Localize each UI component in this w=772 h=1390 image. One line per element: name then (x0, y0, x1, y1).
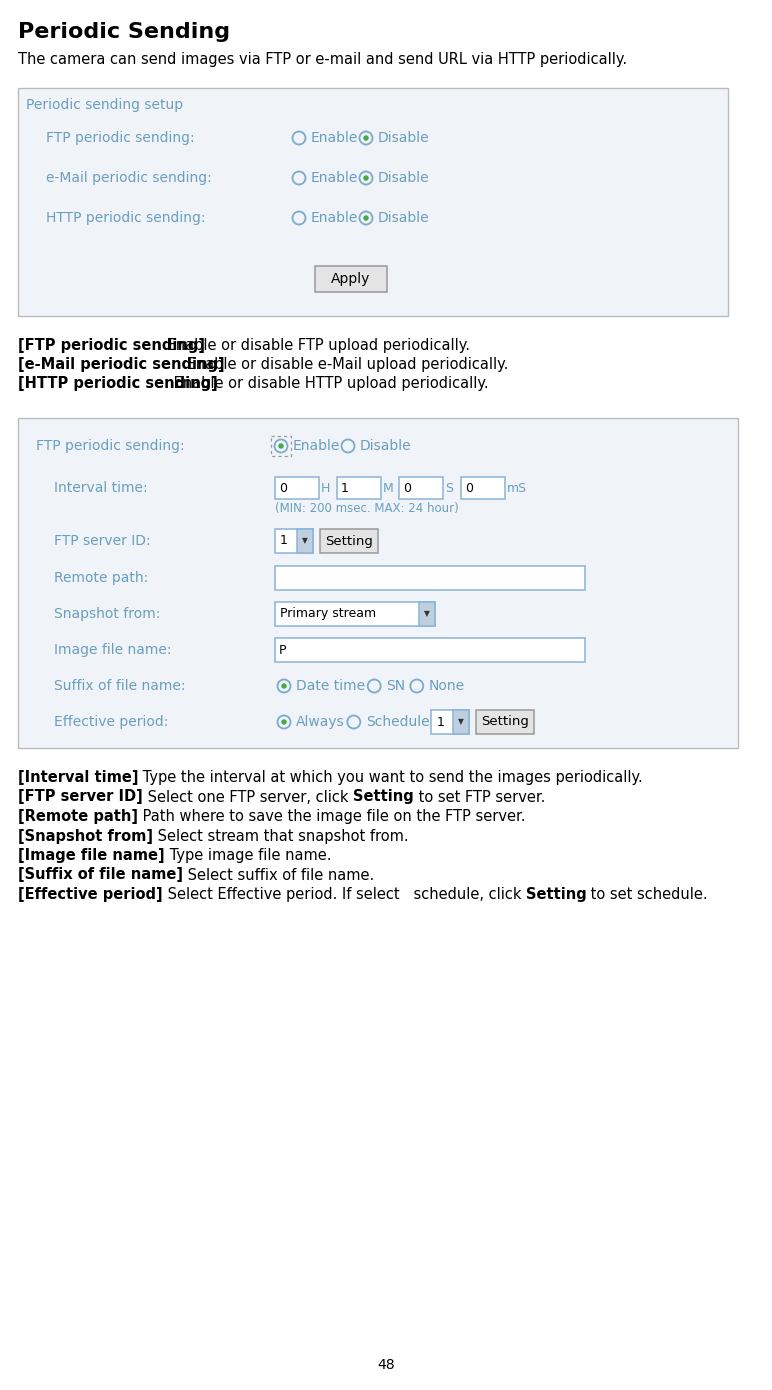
Text: The camera can send images via FTP or e-mail and send URL via HTTP periodically.: The camera can send images via FTP or e-… (18, 51, 627, 67)
Circle shape (281, 719, 286, 724)
Text: 1: 1 (341, 481, 349, 495)
Text: Disable: Disable (360, 439, 411, 453)
Text: SN: SN (386, 678, 405, 694)
Text: Enable: Enable (311, 171, 358, 185)
FancyBboxPatch shape (320, 530, 378, 553)
Text: Select Effective period. If select   schedule, click: Select Effective period. If select sched… (163, 887, 526, 902)
Text: [HTTP periodic sending]: [HTTP periodic sending] (18, 377, 218, 391)
Text: Setting: Setting (526, 887, 587, 902)
FancyBboxPatch shape (275, 602, 435, 626)
FancyBboxPatch shape (275, 530, 313, 553)
Circle shape (364, 135, 369, 140)
Text: Remote path:: Remote path: (54, 571, 148, 585)
FancyBboxPatch shape (453, 710, 469, 734)
Text: Enable or disable e-Mail upload periodically.: Enable or disable e-Mail upload periodic… (181, 357, 508, 373)
FancyBboxPatch shape (275, 638, 585, 662)
FancyBboxPatch shape (337, 477, 381, 499)
Text: Disable: Disable (378, 131, 430, 145)
FancyBboxPatch shape (399, 477, 443, 499)
FancyBboxPatch shape (419, 602, 435, 626)
Text: S: S (445, 481, 453, 495)
Text: [e-Mail periodic sending] Enable or disable e-Mail upload periodically.: [e-Mail periodic sending] Enable or disa… (18, 357, 527, 373)
Text: to set schedule.: to set schedule. (587, 887, 708, 902)
Text: Type image file name.: Type image file name. (164, 848, 331, 863)
Text: Suffix of file name:: Suffix of file name: (54, 678, 185, 694)
Text: Interval time:: Interval time: (54, 481, 147, 495)
Text: Snapshot from:: Snapshot from: (54, 607, 161, 621)
Text: Select stream that snapshot from.: Select stream that snapshot from. (153, 828, 408, 844)
Text: Enable: Enable (311, 131, 358, 145)
Text: Apply: Apply (331, 272, 371, 286)
Text: Enable or disable FTP upload periodically.: Enable or disable FTP upload periodicall… (162, 338, 470, 353)
Text: Setting: Setting (481, 716, 529, 728)
Text: [Suffix of file name]: [Suffix of file name] (18, 867, 183, 883)
FancyBboxPatch shape (315, 265, 387, 292)
Text: Enable: Enable (293, 439, 340, 453)
Text: Select suffix of file name.: Select suffix of file name. (183, 867, 374, 883)
Text: ▼: ▼ (459, 717, 464, 727)
FancyBboxPatch shape (275, 477, 319, 499)
Text: to set FTP server.: to set FTP server. (414, 790, 545, 805)
Circle shape (281, 684, 286, 688)
Text: [Remote path]: [Remote path] (18, 809, 138, 824)
Text: [Interval time]: [Interval time] (18, 770, 138, 785)
Text: FTP server ID:: FTP server ID: (54, 534, 151, 548)
Text: 1: 1 (280, 535, 288, 548)
Text: Path where to save the image file on the FTP server.: Path where to save the image file on the… (138, 809, 526, 824)
Text: FTP periodic sending:: FTP periodic sending: (36, 439, 185, 453)
Text: [Image file name]: [Image file name] (18, 848, 164, 863)
Text: [FTP periodic sending] Enable or disable FTP upload periodically.: [FTP periodic sending] Enable or disable… (18, 338, 489, 353)
Text: [FTP periodic sending]: [FTP periodic sending] (18, 338, 205, 353)
Text: (MIN: 200 msec. MAX: 24 hour): (MIN: 200 msec. MAX: 24 hour) (275, 502, 459, 516)
FancyBboxPatch shape (476, 710, 534, 734)
Text: Select one FTP server, click: Select one FTP server, click (143, 790, 353, 805)
FancyBboxPatch shape (18, 418, 738, 748)
Text: 0: 0 (403, 481, 411, 495)
Text: Enable or disable HTTP upload periodically.: Enable or disable HTTP upload periodical… (168, 377, 488, 391)
Text: Disable: Disable (378, 171, 430, 185)
Text: [Effective period]: [Effective period] (18, 887, 163, 902)
Text: Always: Always (296, 714, 345, 728)
Text: Enable: Enable (311, 211, 358, 225)
FancyBboxPatch shape (275, 566, 585, 589)
Text: 0: 0 (279, 481, 287, 495)
Text: 0: 0 (465, 481, 473, 495)
Text: Periodic sending setup: Periodic sending setup (26, 99, 183, 113)
Circle shape (364, 215, 369, 221)
Text: Disable: Disable (378, 211, 430, 225)
Text: Effective period:: Effective period: (54, 714, 168, 728)
Text: 1: 1 (436, 716, 444, 728)
Text: M: M (383, 481, 394, 495)
Text: FTP periodic sending:: FTP periodic sending: (46, 131, 195, 145)
Text: 48: 48 (378, 1358, 394, 1372)
Text: ▼: ▼ (302, 537, 308, 545)
FancyBboxPatch shape (297, 530, 313, 553)
Text: [e-Mail periodic sending]: [e-Mail periodic sending] (18, 357, 225, 373)
Text: H: H (321, 481, 330, 495)
Text: [HTTP periodic sending] Enable or disable HTTP upload periodically.: [HTTP periodic sending] Enable or disabl… (18, 377, 513, 391)
Text: Image file name:: Image file name: (54, 644, 171, 657)
Text: Setting: Setting (325, 535, 373, 548)
Text: Date time: Date time (296, 678, 365, 694)
Text: Primary stream: Primary stream (280, 607, 376, 620)
Text: Schedule: Schedule (366, 714, 429, 728)
Text: Periodic Sending: Periodic Sending (18, 22, 230, 42)
FancyBboxPatch shape (18, 88, 728, 316)
Text: ▼: ▼ (424, 609, 430, 619)
Text: None: None (428, 678, 465, 694)
Circle shape (278, 443, 284, 449)
Text: P: P (279, 644, 286, 656)
Text: Type the interval at which you want to send the images periodically.: Type the interval at which you want to s… (138, 770, 643, 785)
Text: Setting: Setting (353, 790, 414, 805)
Text: e-Mail periodic sending:: e-Mail periodic sending: (46, 171, 212, 185)
FancyBboxPatch shape (432, 710, 469, 734)
Text: HTTP periodic sending:: HTTP periodic sending: (46, 211, 205, 225)
FancyBboxPatch shape (461, 477, 505, 499)
Circle shape (364, 175, 369, 181)
Text: [FTP server ID]: [FTP server ID] (18, 790, 143, 805)
Text: mS: mS (507, 481, 527, 495)
Text: [Snapshot from]: [Snapshot from] (18, 828, 153, 844)
